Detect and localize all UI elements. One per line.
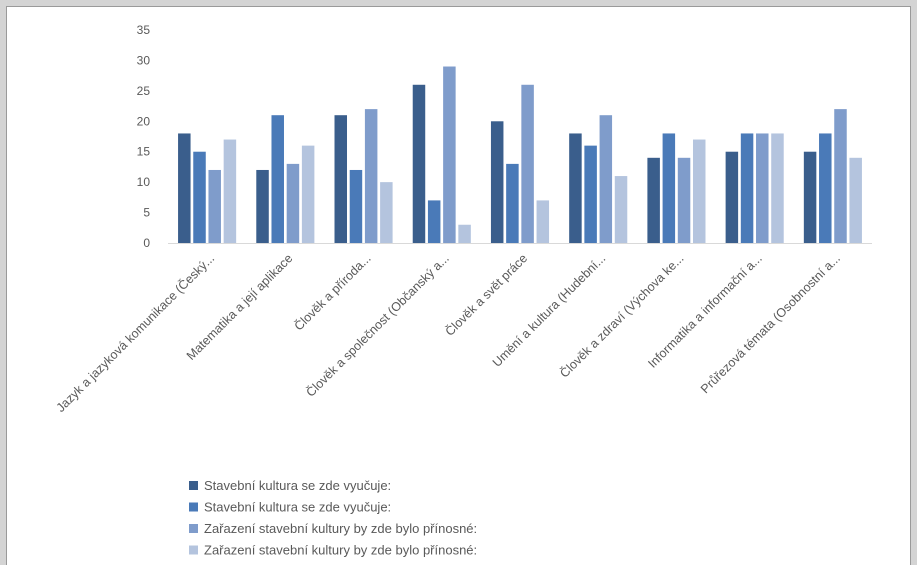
bar-s4-c6	[614, 176, 628, 243]
x-tick-label: Člověk a společnost (Občanský a...	[303, 251, 452, 400]
bar-s4-c7	[692, 139, 706, 243]
y-tick-label: 35	[137, 23, 151, 37]
legend-label: Zařazení stavební kultury by zde bylo př…	[204, 521, 477, 536]
bar-s4-c5	[536, 200, 550, 243]
bar-s3-c3	[364, 109, 378, 243]
y-tick-label: 10	[137, 175, 151, 189]
legend-label: Zařazení stavební kultury by zde bylo př…	[204, 543, 477, 558]
bar-s3-c9	[834, 109, 847, 243]
y-tick-label: 5	[143, 206, 150, 220]
bar-s1-c6	[569, 133, 582, 243]
chart-frame	[6, 6, 911, 565]
bar-s2-c3	[349, 169, 363, 243]
bar-s4-c4	[458, 224, 471, 243]
bar-s3-c8	[756, 133, 769, 243]
bar-s2-c7	[662, 133, 676, 243]
bar-s3-c6	[599, 115, 613, 243]
y-tick-label: 20	[137, 114, 151, 128]
y-tick-label: 25	[137, 84, 151, 98]
legend-swatch	[189, 545, 198, 555]
bar-s4-c2	[301, 145, 315, 243]
bar-s2-c6	[584, 145, 597, 243]
x-tick-label: Průřezová témata (Osobnostní a...	[698, 251, 843, 396]
bar-s2-c8	[740, 133, 754, 243]
bar-s3-c7	[677, 157, 691, 243]
bar-s2-c1	[193, 151, 206, 243]
bar-s1-c3	[334, 115, 348, 243]
bar-s1-c4	[412, 84, 426, 244]
y-tick-label: 15	[137, 145, 151, 159]
x-tick-label: Člověk a příroda...	[291, 251, 374, 334]
bar-s4-c1	[223, 139, 237, 243]
bar-s3-c5	[521, 84, 534, 244]
legend-label: Stavební kultura se zde vyučuje:	[204, 500, 391, 515]
x-tick-label: Člověk a svět práce	[442, 250, 530, 338]
bar-s2-c2	[271, 115, 284, 243]
bar-s3-c2	[286, 163, 300, 243]
y-tick-label: 0	[143, 236, 150, 250]
bar-s1-c8	[725, 151, 739, 243]
x-tick-label: Jazyk a jazyková komunikace (Český...	[53, 251, 217, 415]
legend-swatch	[189, 481, 198, 490]
bar-s3-c1	[208, 169, 221, 243]
bar-s1-c9	[803, 151, 817, 243]
bar-s4-c9	[849, 157, 862, 243]
legend-swatch	[189, 524, 198, 533]
bar-s1-c2	[256, 169, 269, 243]
y-tick-label: 30	[137, 53, 151, 67]
bar-s1-c7	[647, 157, 660, 243]
bar-s2-c4	[427, 200, 441, 243]
bar-s3-c4	[443, 66, 456, 243]
bar-s4-c8	[771, 133, 784, 243]
bar-s1-c5	[490, 121, 504, 243]
bar-s4-c3	[380, 182, 393, 243]
legend-label: Stavební kultura se zde vyučuje:	[204, 478, 391, 493]
x-tick-label: Člověk a zdraví (Výchova ke...	[557, 251, 687, 381]
bar-s2-c5	[506, 163, 519, 243]
legend-swatch	[189, 502, 198, 512]
bar-s2-c9	[819, 133, 832, 243]
bar-s1-c1	[178, 133, 191, 243]
